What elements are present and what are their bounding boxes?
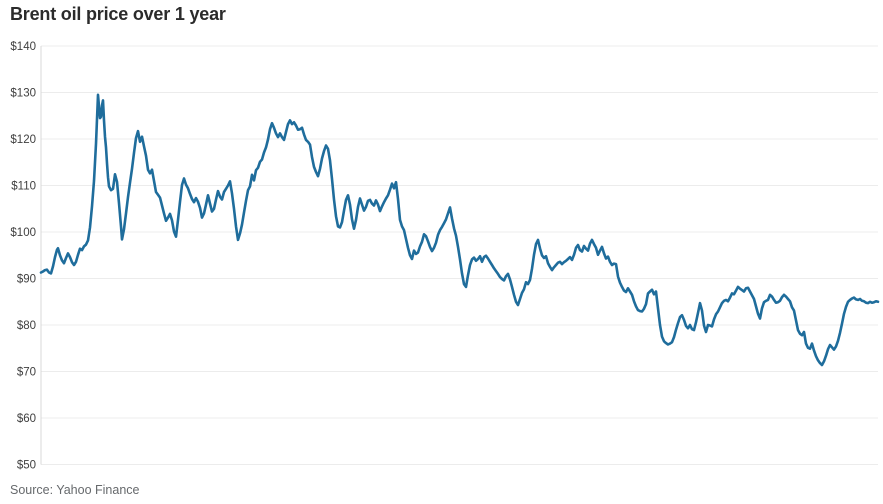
y-tick-label: $120 <box>10 134 36 146</box>
y-tick-label: $90 <box>17 274 36 286</box>
y-tick-label: $140 <box>10 41 36 53</box>
y-tick-label: $70 <box>17 367 36 379</box>
y-tick-label: $50 <box>17 460 36 472</box>
price-line <box>39 93 880 367</box>
y-tick-label: $130 <box>10 88 36 100</box>
y-tick-label: $110 <box>11 181 36 193</box>
y-tick-label: $60 <box>17 413 36 425</box>
source-label: Source: Yahoo Finance <box>10 483 140 497</box>
y-tick-label: $100 <box>10 227 36 239</box>
chart-title: Brent oil price over 1 year <box>10 4 226 24</box>
y-tick-label: $80 <box>17 320 36 332</box>
